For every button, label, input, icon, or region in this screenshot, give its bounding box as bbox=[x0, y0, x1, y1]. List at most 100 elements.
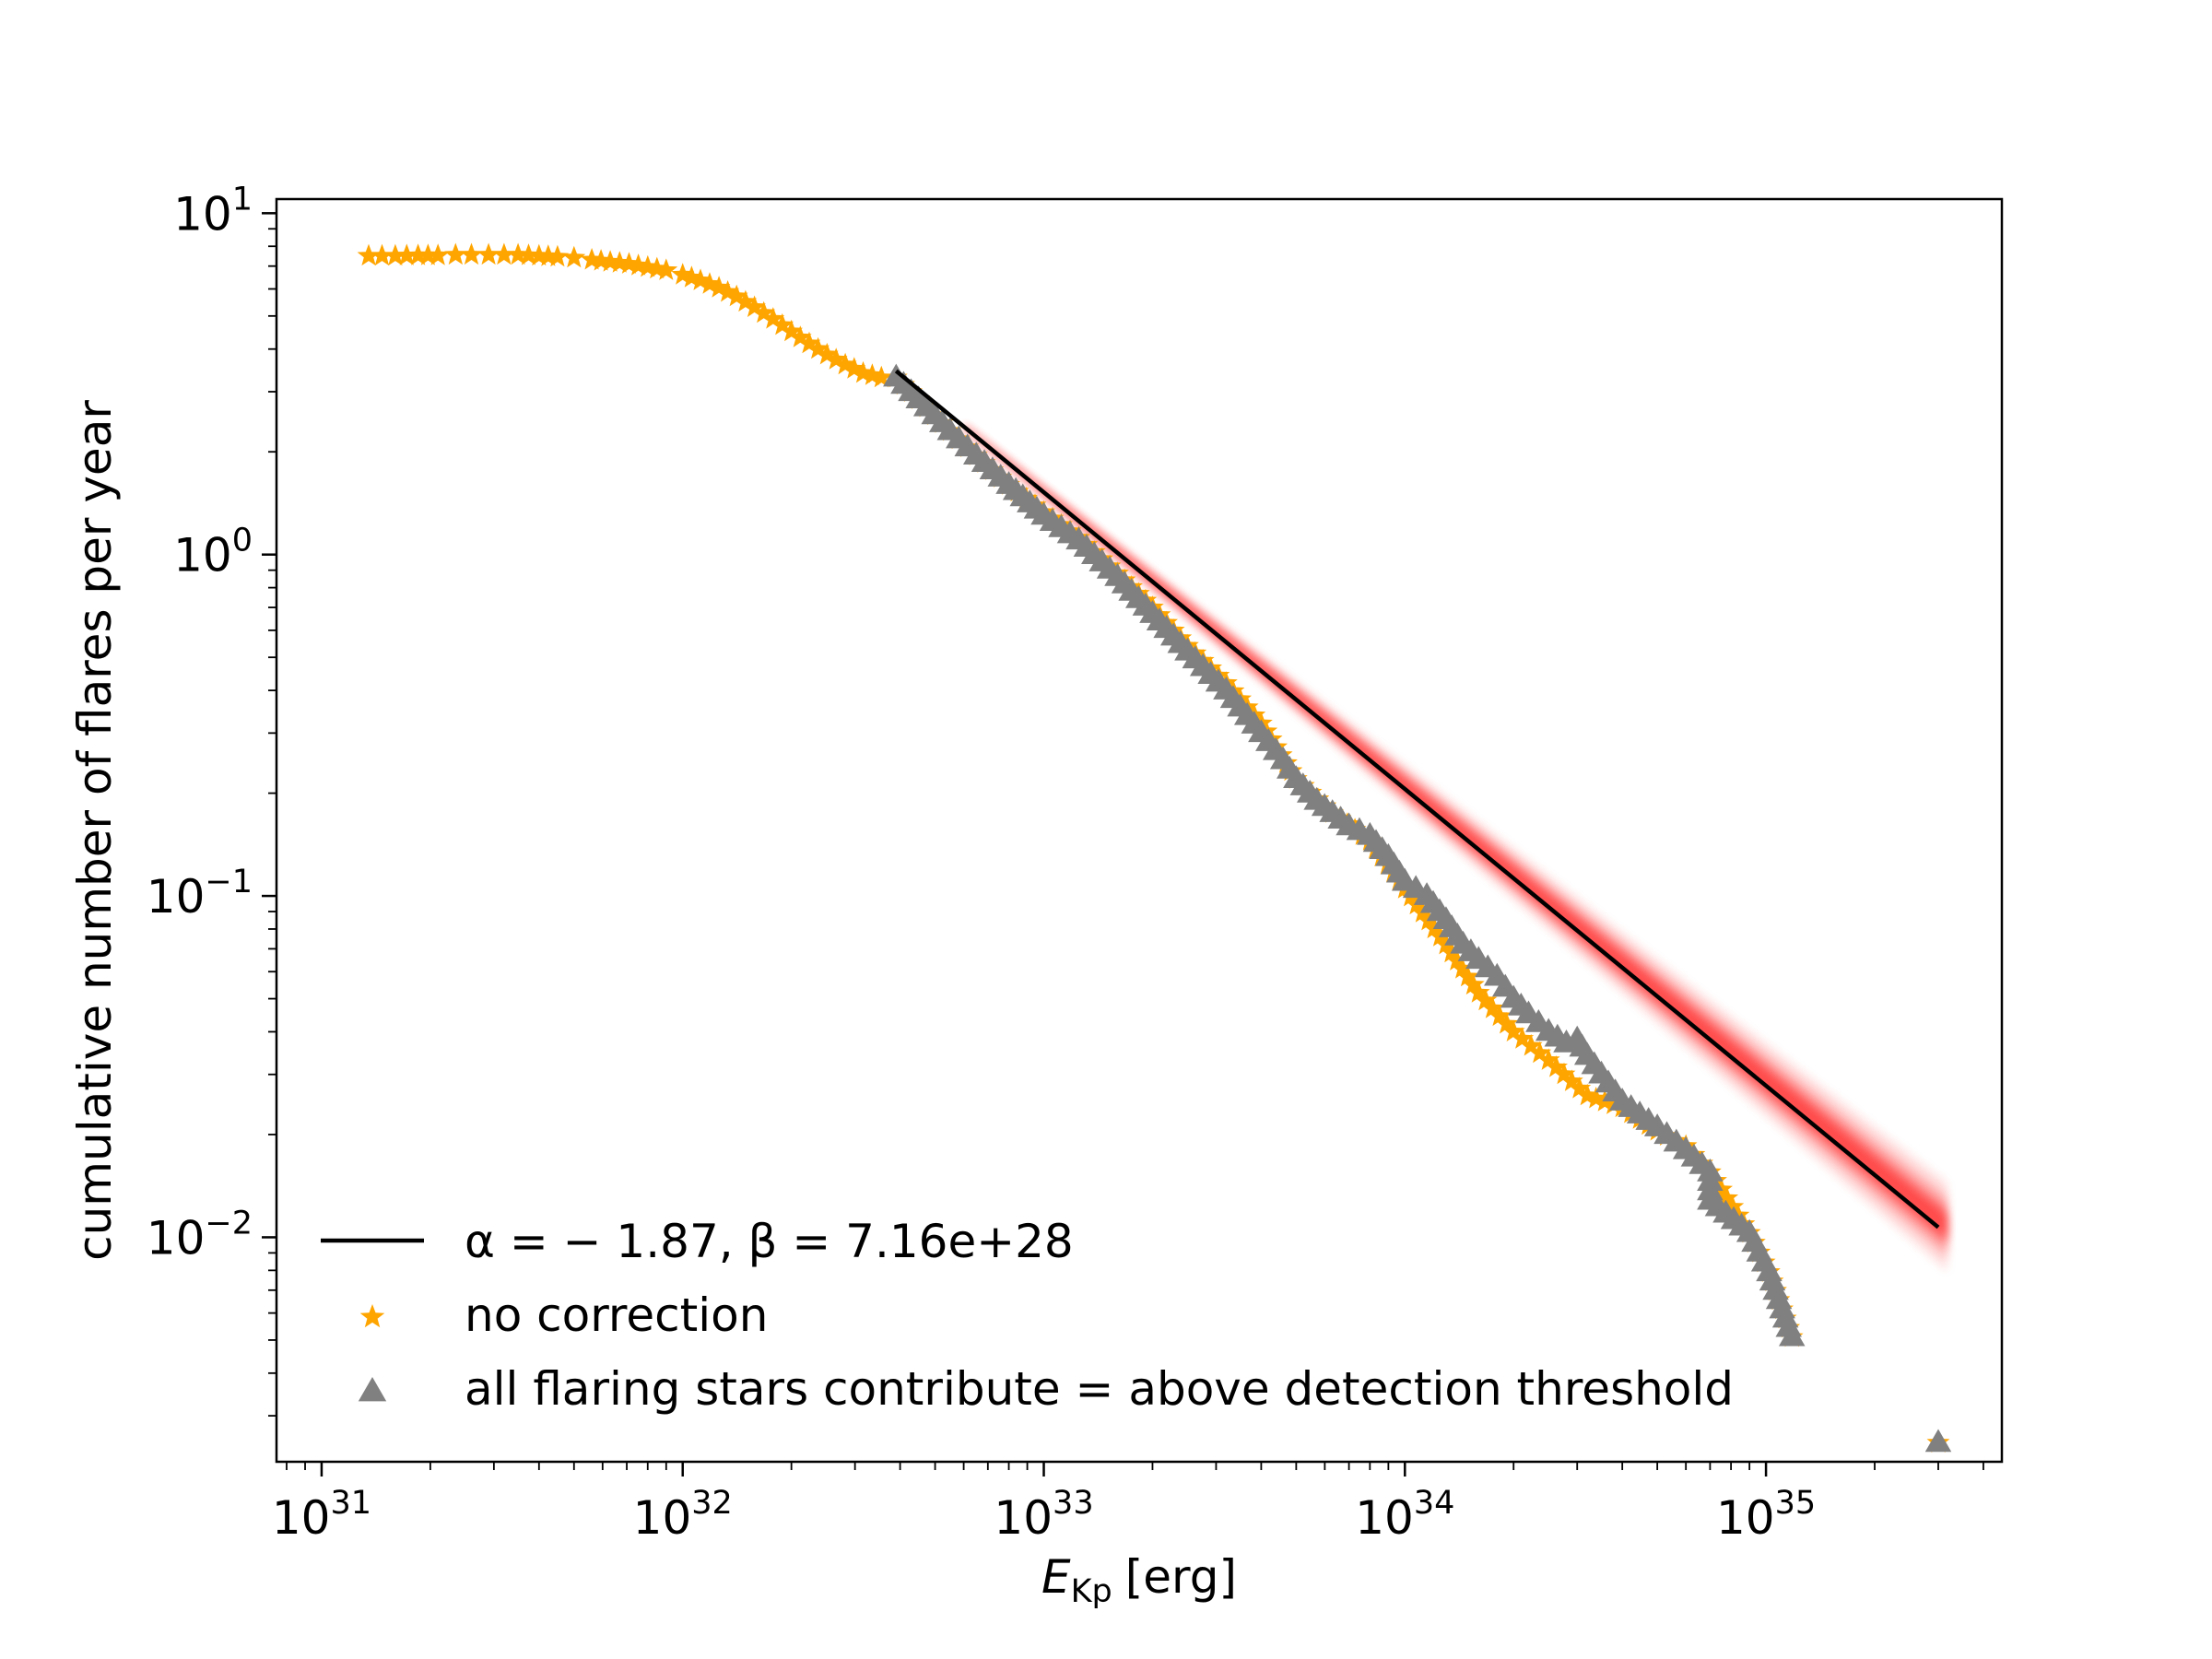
uncertainty-band-layer bbox=[963, 424, 1948, 1272]
star-marker bbox=[1568, 1077, 1592, 1099]
y-tick-label: 100 bbox=[173, 523, 253, 582]
legend-triangle-marker bbox=[358, 1377, 387, 1402]
triangle-marker bbox=[1056, 520, 1084, 544]
triangle-marker bbox=[1402, 875, 1430, 899]
triangle-marker bbox=[1457, 938, 1485, 961]
star-marker bbox=[861, 363, 884, 385]
star-marker bbox=[833, 352, 857, 375]
star-marker bbox=[680, 265, 703, 288]
star-marker bbox=[816, 342, 839, 365]
star-marker bbox=[788, 325, 812, 347]
legend-all-flaring-label: all flaring stars contribute = above det… bbox=[465, 1362, 1734, 1416]
triangle-marker bbox=[1023, 495, 1051, 519]
star-marker bbox=[527, 243, 551, 266]
legend-triangle-icon bbox=[358, 1377, 387, 1402]
star-marker bbox=[1462, 972, 1485, 995]
star-marker bbox=[371, 243, 394, 266]
uncertainty-band-layer bbox=[963, 424, 1948, 1259]
triangle-marker bbox=[1688, 1150, 1715, 1174]
y-tick-label: 10−1 bbox=[147, 864, 253, 924]
star-marker bbox=[1584, 1087, 1608, 1109]
x-tick-label: 1033 bbox=[994, 1485, 1093, 1545]
star-marker bbox=[1481, 996, 1504, 1018]
star-marker bbox=[627, 253, 650, 276]
star-marker bbox=[1456, 964, 1479, 987]
star-marker bbox=[842, 357, 866, 379]
legend-star-marker bbox=[359, 1304, 385, 1328]
star-marker bbox=[506, 242, 530, 265]
plot-area bbox=[357, 242, 1952, 1453]
triangle-marker bbox=[1426, 898, 1453, 922]
star-marker bbox=[406, 243, 429, 265]
star-marker bbox=[743, 295, 766, 317]
x-tick-label: 1031 bbox=[272, 1485, 371, 1545]
star-marker bbox=[1552, 1062, 1576, 1085]
star-marker bbox=[806, 336, 830, 359]
triangle-marker bbox=[1924, 1429, 1952, 1453]
star-marker bbox=[1560, 1069, 1583, 1091]
star-marker bbox=[698, 272, 722, 294]
star-marker bbox=[517, 243, 540, 265]
triangle-marker bbox=[1296, 779, 1324, 803]
triangle-marker bbox=[1346, 817, 1373, 841]
star-marker bbox=[426, 243, 450, 265]
star-marker bbox=[607, 251, 631, 273]
x-tick-label: 1035 bbox=[1716, 1485, 1816, 1545]
star-marker bbox=[1545, 1055, 1568, 1077]
plot-frame bbox=[275, 197, 2004, 1464]
star-marker bbox=[1495, 1012, 1518, 1034]
triangle-marker bbox=[1492, 973, 1519, 997]
star-marker bbox=[707, 276, 731, 298]
star-marker bbox=[734, 289, 758, 312]
triangle-marker bbox=[898, 378, 924, 402]
star-marker bbox=[780, 319, 803, 342]
x-tick-label: 1032 bbox=[633, 1485, 733, 1545]
triangle-marker bbox=[929, 409, 956, 432]
x-axis-label: EKp [erg] bbox=[1041, 1550, 1237, 1610]
star-marker bbox=[492, 242, 516, 265]
y-tick-label: 10−2 bbox=[147, 1205, 253, 1265]
star-marker bbox=[460, 242, 483, 265]
y-axis: 101 100 10−1 10−2 bbox=[147, 181, 276, 1418]
triangle-marker bbox=[1262, 736, 1289, 760]
x-axis: 1031 1032 1033 1034 1035 bbox=[272, 1462, 1984, 1545]
triangle-marker bbox=[1663, 1128, 1690, 1152]
star-marker bbox=[1511, 1027, 1535, 1049]
triangle-marker bbox=[1750, 1248, 1778, 1272]
star-marker bbox=[824, 347, 848, 370]
triangle-marker bbox=[1728, 1212, 1755, 1236]
series-all-flaring-stars bbox=[883, 363, 1952, 1453]
star-marker bbox=[536, 244, 560, 266]
triangle-marker bbox=[1205, 668, 1232, 692]
star-marker bbox=[654, 258, 678, 280]
star-marker bbox=[724, 284, 748, 307]
x-axis-label-subscript: Kp bbox=[1071, 1573, 1112, 1610]
star-marker bbox=[1474, 988, 1498, 1011]
triangle-marker bbox=[1369, 836, 1395, 859]
triangle-marker bbox=[1167, 629, 1194, 653]
legend-star-icon bbox=[359, 1304, 385, 1328]
star-marker bbox=[1575, 1083, 1599, 1106]
star-marker bbox=[671, 263, 695, 285]
triangle-marker bbox=[1581, 1051, 1608, 1075]
star-marker bbox=[546, 244, 570, 267]
star-marker bbox=[394, 243, 418, 265]
triangle-marker bbox=[987, 464, 1014, 487]
star-marker bbox=[1501, 1019, 1525, 1041]
star-marker bbox=[417, 243, 440, 265]
star-marker bbox=[716, 280, 739, 302]
y-tick-label: 101 bbox=[173, 181, 253, 241]
star-marker bbox=[357, 243, 381, 266]
star-marker bbox=[589, 249, 613, 271]
star-marker bbox=[645, 256, 669, 279]
star-marker bbox=[1721, 1194, 1745, 1217]
legend-no-correction-label: no correction bbox=[465, 1288, 768, 1342]
star-marker bbox=[1488, 1004, 1512, 1027]
star-marker bbox=[797, 331, 821, 354]
triangle-marker bbox=[1096, 556, 1124, 579]
star-marker bbox=[869, 365, 893, 388]
triangle-marker bbox=[1311, 793, 1338, 817]
star-marker bbox=[562, 245, 586, 268]
